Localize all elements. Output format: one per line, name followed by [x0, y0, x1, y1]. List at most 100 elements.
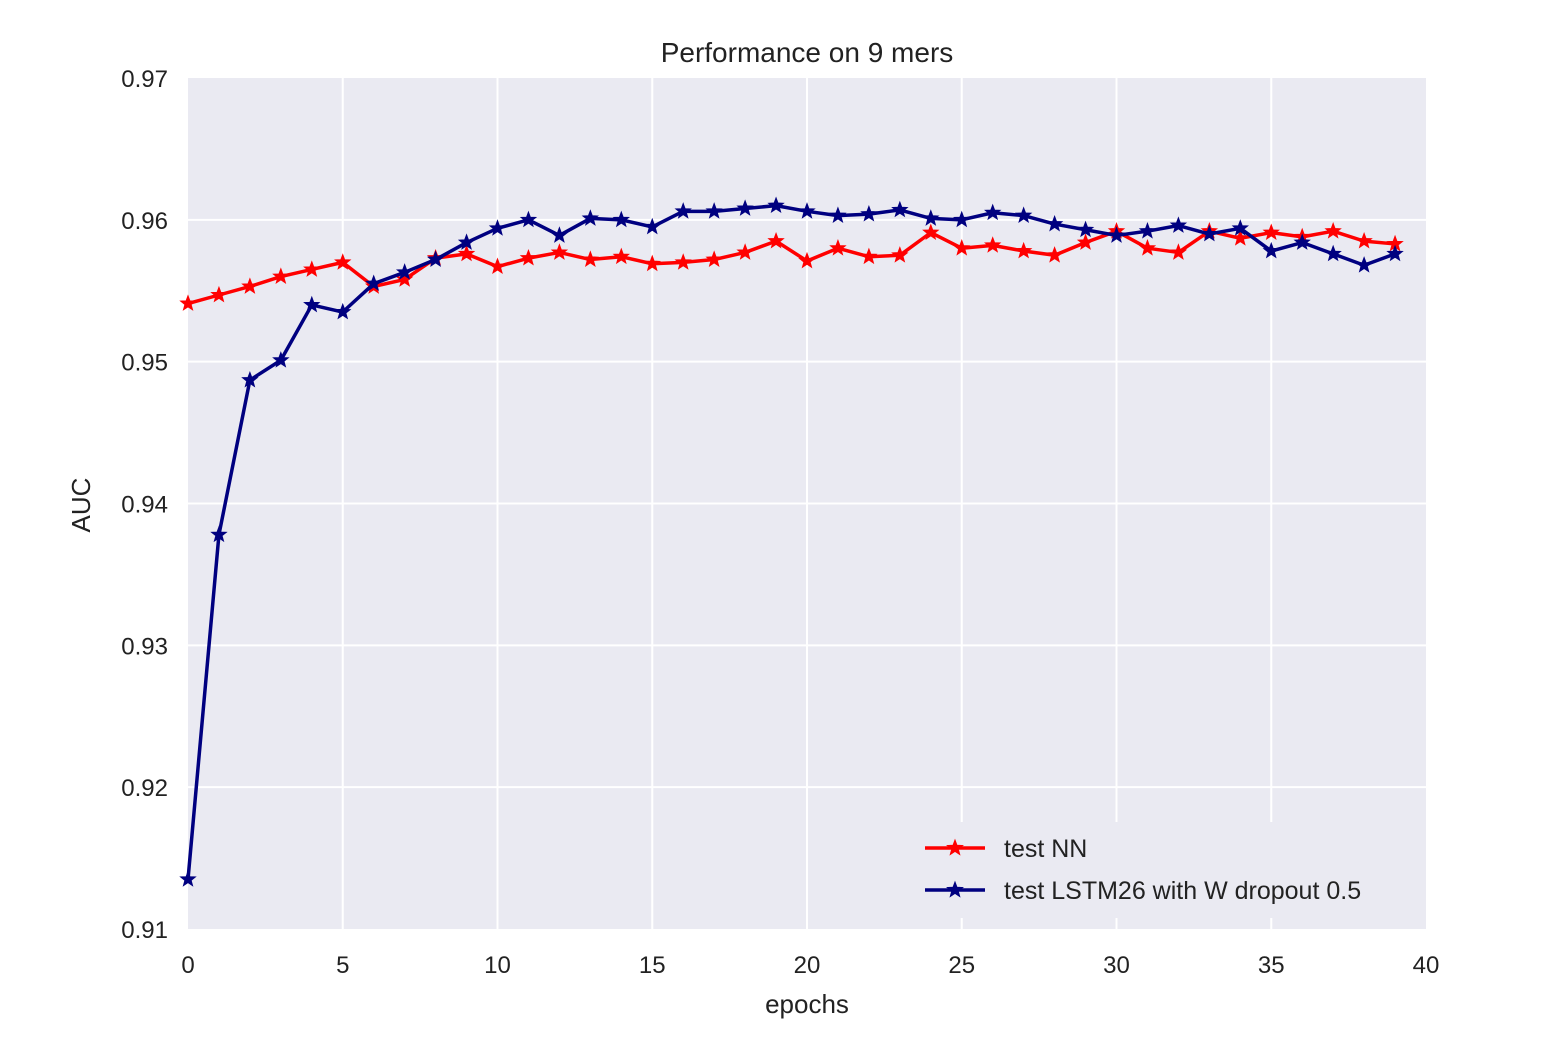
x-tick-label: 30: [1103, 952, 1130, 979]
data-point-marker: [1138, 239, 1157, 256]
data-point-marker: [457, 233, 476, 250]
data-point-marker: [674, 253, 692, 270]
x-tick-label: 5: [336, 952, 349, 979]
data-point-marker: [1138, 222, 1157, 239]
data-point-marker: [767, 231, 785, 249]
legend: test NN test LSTM26 with W dropout 0.5: [905, 822, 1410, 918]
data-point-marker: [953, 210, 971, 228]
data-point-marker: [643, 217, 661, 235]
data-point-marker: [767, 196, 785, 214]
data-point-marker: [1200, 224, 1219, 242]
series-line-0: [187, 229, 1396, 306]
data-point-marker: [210, 285, 228, 303]
data-point-marker: [581, 250, 600, 267]
data-point-marker: [1076, 220, 1095, 238]
y-tick-label: 0.96: [121, 208, 168, 235]
data-point-marker: [860, 247, 878, 265]
data-point-marker: [179, 294, 197, 311]
data-point-marker: [334, 253, 352, 270]
series-line-1: [186, 203, 1396, 880]
data-point-marker: [550, 243, 569, 260]
data-point-marker: [984, 236, 1002, 253]
data-point-marker: [612, 247, 630, 265]
data-point-marker: [1045, 246, 1064, 263]
legend-marker-test-lstm26: [946, 880, 964, 898]
data-point-marker: [457, 244, 476, 262]
x-tick-label: 0: [181, 952, 194, 979]
data-point-marker: [210, 525, 228, 543]
data-point-marker: [953, 239, 971, 256]
y-axis-label: AUC: [66, 478, 96, 533]
data-point-marker: [395, 270, 414, 287]
data-point-marker: [1169, 243, 1188, 260]
y-tick-label: 0.94: [121, 492, 168, 519]
legend-box: [905, 822, 1410, 918]
data-point-marker: [241, 277, 259, 294]
data-point-marker: [922, 209, 940, 226]
data-point-marker: [1045, 214, 1064, 232]
data-point-marker: [303, 260, 321, 277]
data-point-marker: [705, 202, 723, 219]
data-point-marker: [488, 219, 507, 236]
data-point-marker: [643, 254, 661, 272]
data-point-marker: [1262, 223, 1280, 240]
data-point-marker: [736, 243, 754, 260]
series-lines: [179, 196, 1404, 887]
data-point-marker: [705, 250, 723, 267]
data-point-marker: [1324, 222, 1342, 239]
data-point-marker: [272, 351, 290, 368]
data-point-marker: [1293, 233, 1311, 250]
y-tick-label: 0.92: [121, 775, 168, 802]
x-tick-labels: 0 5 10 15 20 25 30 35 40: [181, 952, 1439, 979]
data-point-marker: [334, 302, 352, 320]
data-point-marker: [798, 251, 816, 269]
x-tick-label: 25: [948, 952, 975, 979]
data-point-marker: [829, 206, 847, 223]
data-point-marker: [612, 210, 630, 228]
legend-label-test-lstm26: test LSTM26 with W dropout 0.5: [1004, 877, 1361, 905]
data-point-marker: [581, 209, 600, 226]
data-point-marker: [1076, 233, 1095, 250]
data-point-marker: [736, 199, 754, 216]
chart-title: Performance on 9 mers: [661, 37, 954, 68]
data-point-marker: [1107, 226, 1126, 243]
data-point-marker: [1386, 244, 1404, 262]
data-point-marker: [674, 202, 692, 219]
data-point-marker: [984, 203, 1002, 221]
data-point-marker: [519, 248, 538, 266]
data-point-marker: [1014, 241, 1033, 259]
data-point-marker: [426, 250, 445, 267]
x-tick-label: 20: [794, 952, 821, 979]
y-tick-label: 0.97: [121, 66, 168, 93]
data-point-marker: [798, 202, 816, 219]
data-point-marker: [179, 870, 197, 887]
data-point-marker: [365, 274, 383, 292]
legend-marker-test-nn: [946, 838, 964, 856]
data-point-marker: [1262, 241, 1280, 259]
data-point-marker: [891, 246, 909, 263]
y-tick-label: 0.91: [121, 917, 168, 944]
x-axis-label: epochs: [765, 989, 849, 1019]
data-point-marker: [1014, 206, 1033, 223]
data-point-marker: [922, 223, 940, 240]
y-tick-label: 0.95: [121, 350, 168, 377]
y-tick-labels: 0.91 0.92 0.93 0.94 0.95 0.96 0.97: [121, 66, 168, 944]
legend-item-test-nn: test NN: [925, 835, 1087, 863]
data-point-marker: [1355, 256, 1373, 273]
legend-label-test-nn: test NN: [1004, 835, 1087, 863]
data-point-marker: [303, 295, 321, 313]
x-tick-label: 10: [484, 952, 511, 979]
data-point-marker: [1231, 219, 1249, 236]
data-point-marker: [550, 226, 569, 243]
data-point-marker: [1231, 229, 1249, 246]
data-point-marker: [1324, 244, 1342, 262]
x-tick-label: 35: [1258, 952, 1285, 979]
data-point-marker: [519, 210, 538, 228]
x-tick-label: 40: [1413, 952, 1440, 979]
data-point-marker: [829, 239, 847, 256]
y-tick-label: 0.93: [121, 633, 168, 660]
data-point-marker: [241, 370, 259, 388]
data-point-marker: [395, 263, 414, 280]
